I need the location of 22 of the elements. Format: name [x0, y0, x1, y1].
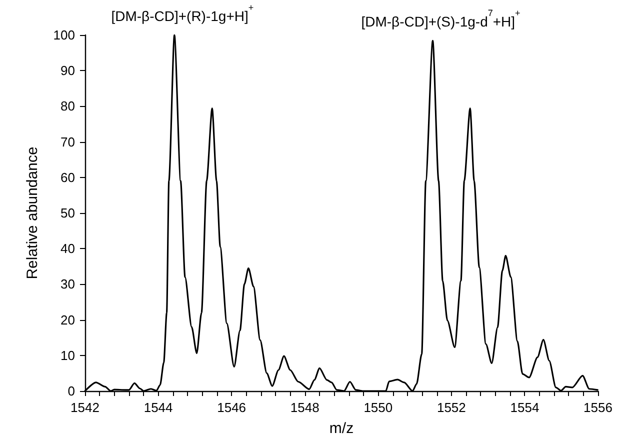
x-tick-label: 1546	[217, 400, 246, 415]
y-tick-label: 80	[60, 98, 75, 114]
x-tick-label: 1550	[364, 400, 393, 415]
y-tick-label: 60	[60, 170, 75, 185]
y-tick-label: 50	[60, 206, 75, 220]
y-tick-label: 40	[60, 241, 75, 256]
x-tick-label: 1548	[290, 400, 320, 415]
x-tick-label: 1552	[436, 400, 466, 415]
y-axis-title: Relative abundance	[24, 146, 41, 280]
y-tick-label: 0	[68, 384, 75, 398]
y-tick-label: 10	[60, 348, 75, 363]
y-tick-label: 100	[53, 28, 75, 42]
y-tick-label: 30	[60, 276, 75, 292]
x-tick-label: 1544	[144, 400, 173, 415]
x-axis-title: m/z	[329, 420, 354, 437]
x-tick-label: 1554	[510, 400, 540, 415]
y-tick-label: 90	[60, 63, 75, 78]
y-tick-label: 20	[60, 312, 75, 328]
x-tick-label: 1556	[584, 400, 612, 415]
x-tick-label: 1542	[70, 400, 100, 415]
y-tick-label: 70	[60, 134, 75, 150]
annotation: [DM-β-CD]+(R)-1g+H]+	[111, 2, 254, 24]
